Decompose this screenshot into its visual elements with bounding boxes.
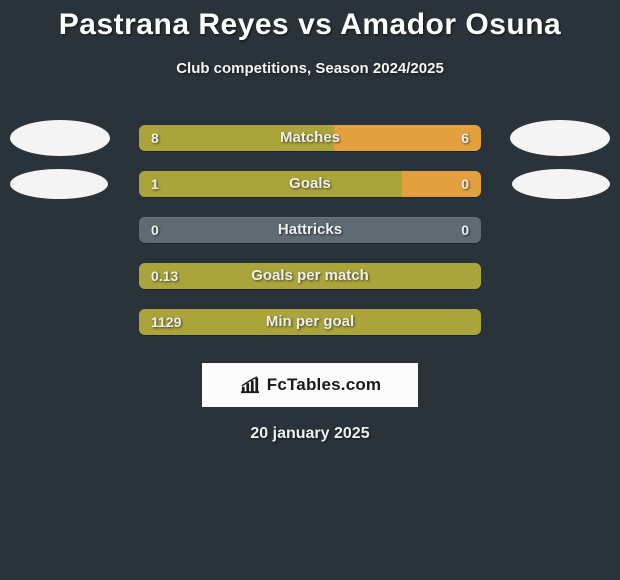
stat-bar-left-fill <box>139 125 334 151</box>
player-left-badge <box>10 120 110 156</box>
stat-value-left: 1 <box>151 171 159 197</box>
player-left-badge <box>10 169 108 199</box>
stat-bar-left-fill <box>139 309 481 335</box>
stat-label: Hattricks <box>139 217 481 243</box>
stat-bar-right-fill <box>334 125 481 151</box>
player-right-badge <box>512 169 610 199</box>
stat-row: 1129Min per goal <box>0 299 620 345</box>
stat-row: 10Goals <box>0 161 620 207</box>
stat-bar: 86Matches <box>139 125 481 151</box>
stat-bar-right-fill <box>402 171 481 197</box>
stat-bar-left-fill <box>139 171 402 197</box>
stat-rows: 86Matches10Goals00Hattricks0.13Goals per… <box>0 115 620 345</box>
brand-logo[interactable]: FcTables.com <box>202 363 418 407</box>
subtitle: Club competitions, Season 2024/2025 <box>0 60 620 77</box>
stat-row: 0 0Hattricks <box>0 207 620 253</box>
brand-text: FcTables.com <box>267 375 382 395</box>
stat-value-right: 0 <box>461 171 469 197</box>
stat-value-left: 0.13 <box>151 263 178 289</box>
stat-value-left: 8 <box>151 125 159 151</box>
stat-row: 86Matches <box>0 115 620 161</box>
player-right-badge <box>510 120 610 156</box>
stat-value-left: 1129 <box>151 309 181 335</box>
stat-bar-left-fill <box>139 263 481 289</box>
page-title: Pastrana Reyes vs Amador Osuna <box>0 8 620 42</box>
stat-bar: 1129Min per goal <box>139 309 481 335</box>
footer-date: 20 january 2025 <box>0 425 620 443</box>
stat-row: 0.13Goals per match <box>0 253 620 299</box>
bar-chart-icon <box>239 376 261 394</box>
stat-bar: 10Goals <box>139 171 481 197</box>
comparison-widget: Pastrana Reyes vs Amador Osuna Club comp… <box>0 0 620 443</box>
stat-value-right: 6 <box>461 125 469 151</box>
stat-value-left: 0 <box>151 217 159 243</box>
stat-bar: 0.13Goals per match <box>139 263 481 289</box>
stat-bar: 0 0Hattricks <box>139 217 481 243</box>
stat-value-right: 0 <box>461 217 469 243</box>
